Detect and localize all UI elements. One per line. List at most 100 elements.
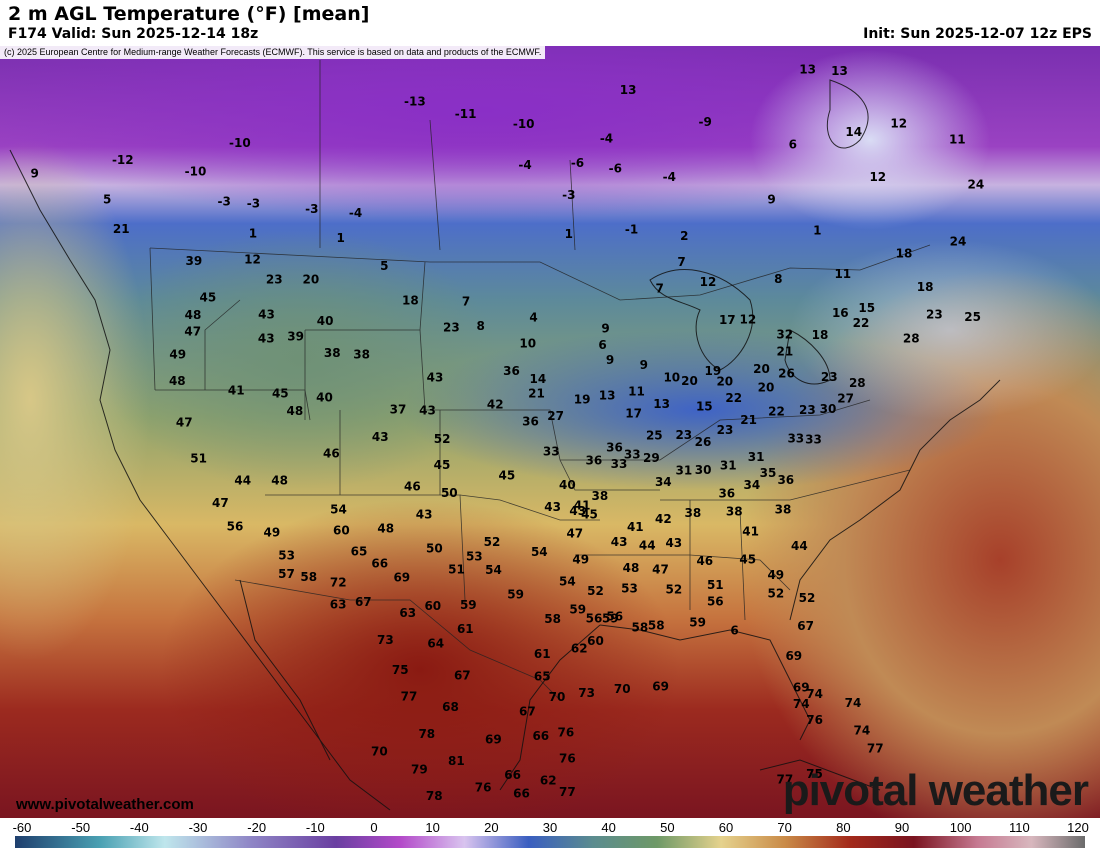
- colorbar-tick-label: 70: [777, 820, 792, 835]
- temperature-label: 52: [434, 432, 451, 446]
- temperature-label: 36: [606, 440, 623, 454]
- temperature-label: 62: [540, 774, 557, 788]
- temperature-label: 31: [748, 450, 765, 464]
- temperature-label: 21: [777, 344, 794, 358]
- temperature-label: 33: [543, 444, 560, 458]
- temperature-label: 36: [586, 454, 603, 468]
- temperature-label: 77: [867, 741, 884, 755]
- temperature-label: 52: [587, 584, 604, 598]
- temperature-label: 59: [460, 598, 477, 612]
- temperature-label: 20: [681, 374, 698, 388]
- temperature-label: -13: [404, 94, 426, 108]
- temperature-label: 74: [793, 697, 810, 711]
- temperature-label: 23: [675, 428, 692, 442]
- temperature-label: 70: [614, 682, 631, 696]
- temperature-label: 24: [950, 235, 967, 249]
- site-url[interactable]: www.pivotalweather.com: [16, 796, 194, 813]
- colorbar-tick-label: 100: [949, 820, 972, 835]
- temperature-label: 45: [581, 508, 598, 522]
- copyright-notice: (c) 2025 European Centre for Medium-rang…: [0, 46, 546, 59]
- temperature-label: 77: [401, 690, 418, 704]
- temperature-label: 20: [716, 375, 733, 389]
- temperature-label: 41: [742, 525, 759, 539]
- temperature-label: 47: [176, 415, 193, 429]
- temperature-label: 66: [513, 787, 530, 801]
- temperature-label: 38: [775, 503, 792, 517]
- temperature-label: 20: [753, 362, 770, 376]
- temperature-label: 67: [519, 705, 536, 719]
- temperature-label: 57: [278, 567, 295, 581]
- temperature-label: 13: [653, 397, 670, 411]
- colorbar-tick-label: 50: [660, 820, 675, 835]
- temperature-label: 74: [854, 724, 871, 738]
- temperature-label: 64: [427, 636, 444, 650]
- temperature-label: 21: [113, 222, 130, 236]
- temperature-label: 36: [718, 486, 735, 500]
- temperature-label: 43: [416, 508, 433, 522]
- temperature-label: 69: [393, 570, 410, 584]
- temperature-label: 60: [587, 634, 604, 648]
- colorbar-tick-label: -20: [247, 820, 267, 835]
- temperature-label: 11: [628, 384, 645, 398]
- temperature-label: 31: [676, 463, 693, 477]
- temperature-label: 45: [499, 468, 516, 482]
- temperature-label: 48: [169, 374, 186, 388]
- colorbar-tick-label: 30: [542, 820, 558, 835]
- temperature-label: 34: [655, 475, 672, 489]
- temperature-label: 7: [656, 282, 664, 296]
- temperature-label: 11: [834, 267, 851, 281]
- temperature-label: 22: [725, 391, 742, 405]
- temperature-label: 73: [578, 686, 595, 700]
- temperature-label: 56: [586, 612, 603, 626]
- temperature-label: 58: [632, 621, 649, 635]
- temperature-label: 76: [558, 725, 575, 739]
- temperature-label: 78: [418, 727, 435, 741]
- temperature-label: 18: [812, 328, 829, 342]
- temperature-label: 45: [272, 386, 289, 400]
- temperature-label: 58: [648, 618, 665, 632]
- temperature-label: 67: [355, 595, 372, 609]
- temperature-label: 70: [549, 690, 566, 704]
- temperature-label: 33: [624, 448, 641, 462]
- temperature-label: 1: [249, 226, 257, 240]
- temperature-label: 21: [740, 413, 757, 427]
- temperature-label: 58: [544, 612, 561, 626]
- temperature-label: 12: [890, 116, 907, 130]
- temperature-label: 1: [813, 224, 821, 238]
- temperature-label: 48: [185, 308, 202, 322]
- temperature-label: 6: [789, 138, 797, 152]
- temperature-label: 41: [627, 520, 644, 534]
- temperature-label: 12: [869, 170, 886, 184]
- colorbar-tick-label: 60: [718, 820, 734, 835]
- temperature-label: -3: [247, 197, 260, 211]
- temperature-label: 48: [287, 404, 304, 418]
- temperature-label: 74: [845, 696, 862, 710]
- temperature-label: 67: [797, 619, 814, 633]
- temperature-label: -1: [625, 223, 638, 237]
- colorbar-tick-label: -10: [305, 820, 325, 835]
- temperature-label: 51: [448, 562, 465, 576]
- temperature-label: 73: [377, 633, 394, 647]
- temperature-label: 69: [652, 680, 669, 694]
- temperature-label: 79: [411, 762, 428, 776]
- colorbar-tick-label: 10: [425, 820, 440, 835]
- temperature-label: 63: [330, 598, 347, 612]
- temperature-label: 20: [758, 381, 775, 395]
- temperature-label: 47: [184, 325, 201, 339]
- temperature-label: 34: [744, 478, 761, 492]
- temperature-label: 75: [806, 767, 823, 781]
- temperature-label: 13: [599, 388, 616, 402]
- temperature-label: 38: [353, 347, 370, 361]
- temperature-label: 12: [700, 275, 717, 289]
- temperature-label: 10: [663, 371, 680, 385]
- temperature-label: 31: [720, 458, 737, 472]
- temperature-label: 1: [337, 231, 345, 245]
- temperature-label: 24: [968, 177, 985, 191]
- temperature-label: 40: [316, 390, 333, 404]
- map-title: 2 m AGL Temperature (°F) [mean]: [8, 3, 370, 25]
- temperature-label: 46: [696, 554, 713, 568]
- temperature-label: 63: [399, 606, 416, 620]
- temperature-label: 49: [572, 552, 589, 566]
- temperature-label: 37: [390, 403, 407, 417]
